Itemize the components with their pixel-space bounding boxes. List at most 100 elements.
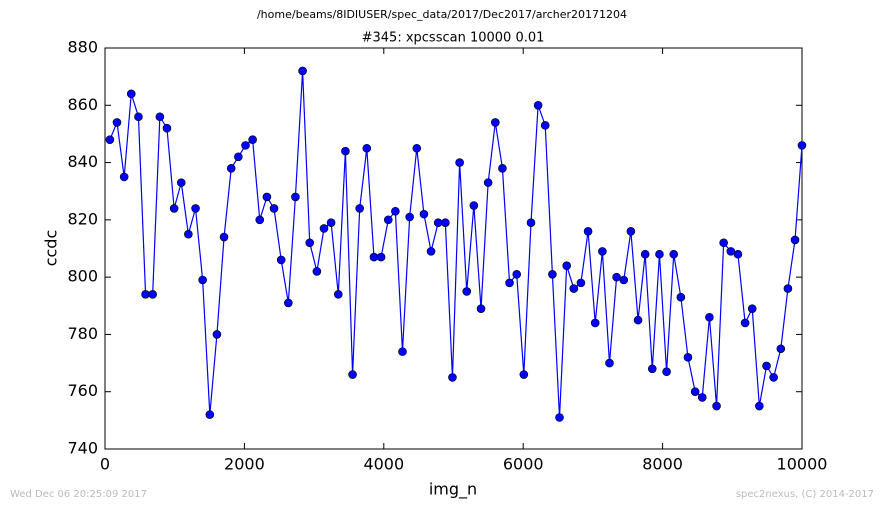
data-point [262,192,272,202]
data-point [783,284,793,293]
plot-frame [104,47,803,450]
data-point [605,358,614,368]
data-point [148,290,157,299]
data-point [797,141,807,150]
data-point [333,290,343,299]
data-point [462,287,472,296]
data-point [433,218,443,228]
data-point [441,218,450,228]
data-point [455,158,464,167]
y-tick-label: 860 [67,95,98,114]
data-point [276,255,286,265]
data-point [476,304,486,313]
data-point [419,209,429,219]
y-tick-label: 780 [67,324,98,343]
x-tick-label: 0 [100,455,110,474]
data-line [109,70,803,418]
data-point [319,224,329,233]
data-point [248,135,257,144]
data-point [590,318,600,328]
data-point [255,215,265,225]
data-point [740,318,750,328]
data-point [512,269,522,279]
data-point [491,118,500,127]
data-point [169,204,179,213]
data-point [141,290,150,299]
data-point [291,192,300,202]
data-point [540,121,550,130]
data-point [412,143,422,153]
y-tick-label: 880 [67,38,98,57]
data-point [355,204,364,213]
data-point [191,204,200,213]
data-point [790,235,800,245]
x-tick-label: 6000 [503,455,544,474]
x-tick-label: 4000 [363,455,404,474]
data-point [212,330,222,339]
data-point [612,272,621,282]
data-point [683,353,693,362]
data-point [712,401,721,411]
data-point [519,370,529,379]
data-point [533,100,543,110]
data-point [305,238,315,248]
data-point [184,229,193,239]
x-tick-label: 10000 [777,455,828,474]
data-point [269,204,279,213]
data-point [391,206,400,216]
data-point [655,249,664,259]
data-point [562,261,571,270]
data-point [448,373,457,382]
data-point [226,164,236,173]
data-point [348,370,357,379]
data-point [769,373,778,382]
data-point [726,247,736,256]
footer-date: Wed Dec 06 20:25:09 2017 [10,489,147,500]
data-point [505,278,514,288]
suptitle: /home/beams/8IDIUSER/spec_data/2017/Dec2… [257,8,627,21]
x-axis-label: img_n [429,480,477,500]
data-point [705,312,714,322]
data-point [298,66,307,76]
y-tick-label: 740 [67,439,98,458]
data-point [697,393,707,402]
data-point [369,252,379,262]
data-point [219,232,229,242]
data-point [662,367,671,376]
data-point [155,112,165,122]
data-point [126,89,136,99]
data-point [555,413,564,422]
chart-title: #345: xpcsscan 10000 0.01 [362,31,545,46]
data-point [376,252,386,262]
data-point [198,275,207,285]
data-point [747,304,757,313]
data-point [205,410,215,419]
data-point [598,247,607,256]
data-point [719,238,728,248]
data-point [176,178,186,187]
data-point [162,123,172,133]
data-point [576,278,586,288]
data-point [284,298,293,308]
data-point [405,212,414,222]
data-point [234,152,243,162]
data-point [134,112,143,122]
data-point [583,227,593,236]
data-point [426,247,436,256]
data-point [398,347,407,356]
data-point [647,364,657,374]
data-point [690,387,700,397]
data-point [755,401,764,411]
data-point [548,269,557,279]
data-point [469,201,479,210]
data-point [119,172,129,182]
data-point [241,141,250,150]
data-point [633,315,643,325]
data-point [498,164,507,173]
data-point [619,275,629,285]
data-point [733,249,743,259]
data-point [776,344,786,354]
data-point [676,292,686,302]
y-tick-label: 760 [67,381,98,400]
